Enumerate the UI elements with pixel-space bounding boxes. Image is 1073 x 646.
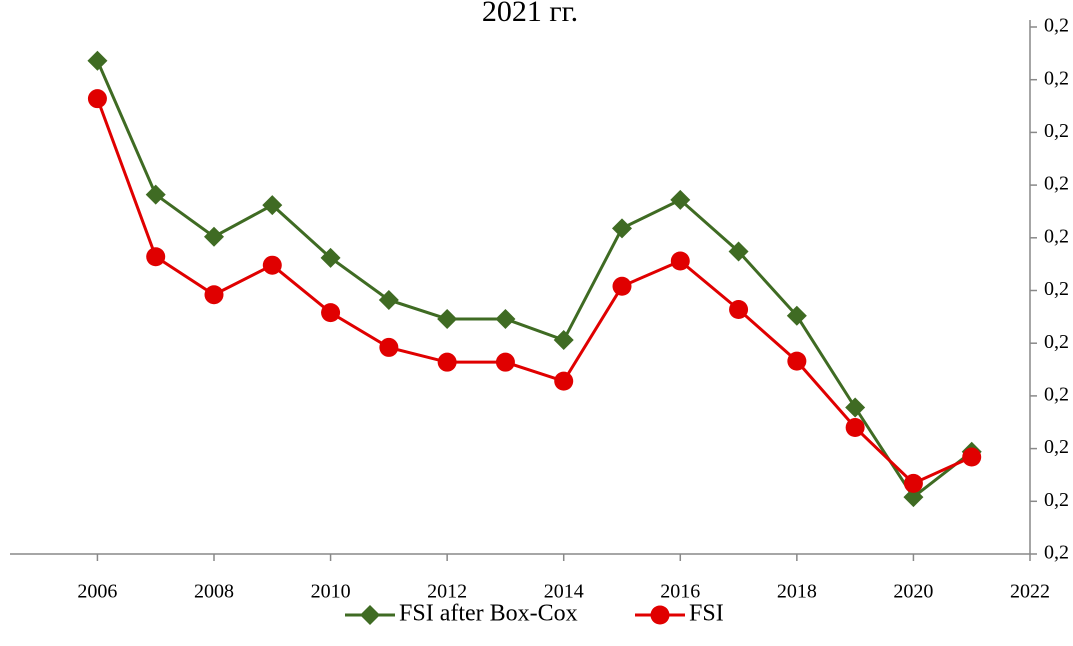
- data-point: [495, 352, 515, 372]
- data-point: [437, 352, 457, 372]
- data-point: [146, 247, 166, 267]
- series-line: [96, 98, 973, 486]
- data-point: [728, 241, 749, 262]
- data-point: [670, 189, 691, 210]
- legend-label: FSI after Box-Cox: [399, 601, 578, 627]
- data-point: [320, 247, 341, 268]
- data-point: [87, 50, 108, 71]
- data-point: [145, 184, 166, 205]
- x-tick-label: 2008: [194, 581, 234, 603]
- data-point: [845, 397, 866, 418]
- x-tick-label: 2006: [77, 581, 117, 603]
- chart-title: 2021 гг.: [482, 0, 578, 28]
- data-point: [321, 303, 341, 323]
- x-tick-label: 2010: [311, 581, 351, 603]
- data-point: [262, 195, 283, 216]
- y-tick-label: 0,2: [1044, 278, 1069, 300]
- x-tick-label: 2014: [544, 581, 584, 603]
- y-tick-label: 0,2: [1044, 331, 1069, 353]
- data-point: [495, 308, 516, 329]
- data-point: [903, 473, 923, 493]
- x-tick-label: 2022: [1010, 581, 1050, 603]
- data-point: [553, 330, 574, 351]
- data-point: [204, 285, 224, 305]
- data-point: [437, 308, 458, 329]
- y-tick-label: 0,2: [1044, 173, 1069, 195]
- data-point: [670, 251, 690, 271]
- data-point: [87, 89, 107, 109]
- series-line: [96, 60, 973, 500]
- y-tick-label: 0,2: [1044, 542, 1069, 564]
- y-tick-label: 0,2: [1044, 67, 1069, 89]
- x-tick-label: 2018: [777, 581, 817, 603]
- y-tick-label: 0,2: [1044, 225, 1069, 247]
- data-point: [379, 337, 399, 357]
- data-point: [612, 218, 632, 239]
- legend-marker: [360, 605, 380, 625]
- data-point: [612, 276, 632, 296]
- y-tick-label: 0,2: [1044, 489, 1069, 511]
- data-point: [554, 371, 574, 391]
- y-tick-label: 0,2: [1044, 120, 1069, 142]
- data-point: [903, 487, 924, 508]
- data-point: [845, 418, 865, 438]
- data-point: [378, 289, 399, 310]
- y-tick-label: 0,2: [1044, 15, 1069, 37]
- legend-label: FSI: [689, 601, 724, 627]
- x-tick-label: 2020: [893, 581, 933, 603]
- y-tick-label: 0,2: [1044, 436, 1069, 458]
- data-point: [262, 255, 282, 275]
- data-point: [962, 447, 982, 467]
- data-point: [787, 351, 807, 371]
- x-tick-label: 2012: [427, 581, 467, 603]
- y-tick-label: 0,2: [1044, 383, 1069, 405]
- data-point: [729, 299, 749, 319]
- legend-marker: [650, 605, 670, 625]
- data-point: [204, 226, 224, 247]
- x-tick-label: 2016: [660, 581, 700, 603]
- data-point: [786, 305, 807, 326]
